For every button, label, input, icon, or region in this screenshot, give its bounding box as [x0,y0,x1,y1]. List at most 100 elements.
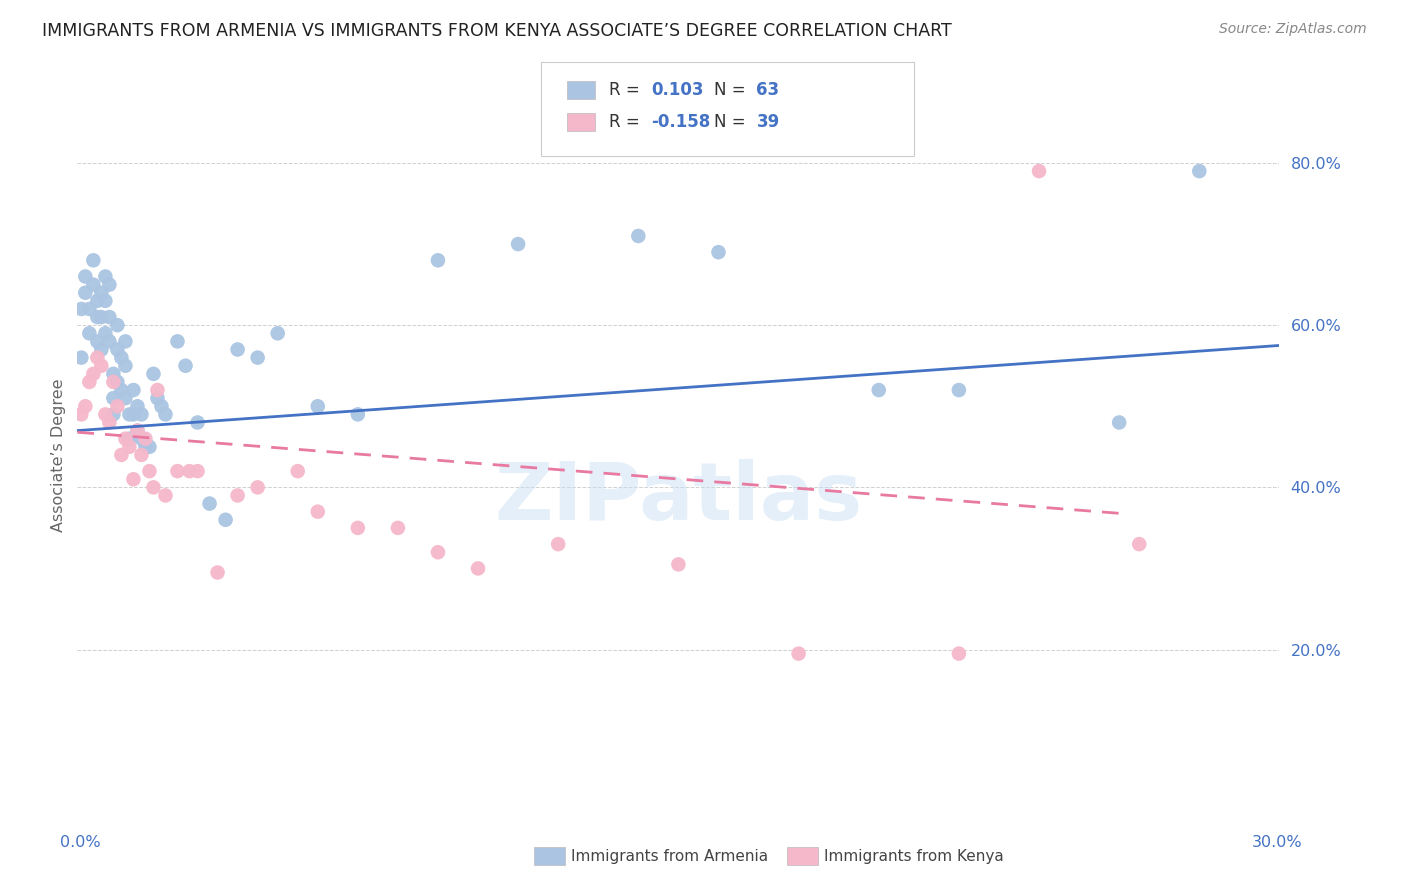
Point [387,521,409,535]
Point [75,285,97,300]
Point [146,391,169,405]
Point [79,326,101,341]
Point [118,440,141,454]
Point [90,310,112,324]
Point [70,351,93,365]
Point [214,513,236,527]
Point [1188,164,1211,178]
Point [122,472,145,486]
Point [86,334,108,349]
Point [627,229,650,244]
Point [427,545,450,559]
Point [174,359,197,373]
Point [110,448,132,462]
Text: 63: 63 [756,81,779,99]
Point [103,391,125,405]
Point [347,408,370,422]
Point [103,367,125,381]
Text: Source: ZipAtlas.com: Source: ZipAtlas.com [1219,22,1367,37]
Point [307,399,329,413]
Point [186,416,209,430]
Point [79,375,101,389]
Point [90,285,112,300]
Point [94,326,117,341]
Point [547,537,569,551]
Point [138,464,160,478]
Point [131,432,153,446]
Point [155,488,177,502]
Point [146,383,169,397]
Point [166,334,188,349]
Point [103,408,125,422]
Point [114,359,136,373]
Point [98,416,121,430]
Point [226,343,249,357]
Text: -0.158: -0.158 [651,113,710,131]
Point [110,351,132,365]
Text: N =: N = [714,81,751,99]
Point [118,408,141,422]
Point [127,424,149,438]
Point [131,408,153,422]
Point [347,521,370,535]
Point [150,399,173,413]
Point [127,399,149,413]
Point [82,253,104,268]
Point [70,301,93,316]
Point [122,383,145,397]
Point [94,408,117,422]
Point [198,497,221,511]
Point [86,293,108,308]
Point [508,237,530,252]
Point [94,269,117,284]
Point [75,399,97,413]
Point [122,408,145,422]
Point [107,399,129,413]
Point [246,480,269,494]
Point [98,334,121,349]
Point [179,464,201,478]
Point [103,375,125,389]
Point [82,367,104,381]
Point [226,488,249,502]
Point [75,269,97,284]
Y-axis label: Associate’s Degree: Associate’s Degree [51,378,66,532]
Text: Immigrants from Kenya: Immigrants from Kenya [824,849,1004,863]
Text: 39: 39 [756,113,780,131]
Point [246,351,269,365]
Point [107,375,129,389]
Point [107,318,129,333]
Text: Immigrants from Armenia: Immigrants from Armenia [571,849,768,863]
Text: R =: R = [609,113,645,131]
Text: IMMIGRANTS FROM ARMENIA VS IMMIGRANTS FROM KENYA ASSOCIATE’S DEGREE CORRELATION : IMMIGRANTS FROM ARMENIA VS IMMIGRANTS FR… [42,22,952,40]
Point [142,367,165,381]
Point [114,334,136,349]
Text: 0.103: 0.103 [651,81,703,99]
Point [134,432,156,446]
Point [267,326,290,341]
Point [467,561,489,575]
Point [86,310,108,324]
Point [307,505,329,519]
Point [1028,164,1050,178]
Point [70,408,93,422]
Point [90,359,112,373]
Point [166,464,188,478]
Text: 30.0%: 30.0% [1251,836,1302,850]
Point [155,408,177,422]
Point [118,432,141,446]
Point [1128,537,1150,551]
Point [138,440,160,454]
Point [948,383,970,397]
Point [668,558,690,572]
Point [127,424,149,438]
Point [90,343,112,357]
Point [98,310,121,324]
Point [948,647,970,661]
Text: N =: N = [714,113,751,131]
Point [142,480,165,494]
Point [98,277,121,292]
Point [868,383,890,397]
Point [86,351,108,365]
Text: ZIPatlas: ZIPatlas [495,458,862,537]
